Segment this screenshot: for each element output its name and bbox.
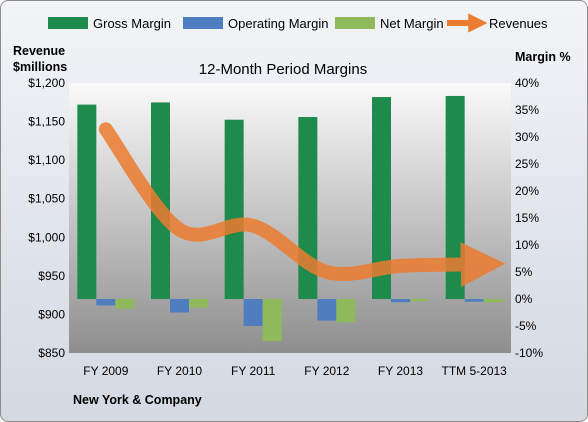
bar-gross-margin-1 [77,104,97,299]
category-label: FY 2011 [231,364,276,378]
left-axis-tick: $1,050 [28,192,65,206]
left-axis-tick: $1,150 [28,115,65,129]
left-axis-tick: $1,100 [28,153,65,167]
right-axis-tick: 40% [515,76,539,90]
left-axis-tick: $850 [38,346,65,360]
bar-net-margin-3 [262,299,282,342]
category-label: TTM 5-2013 [441,364,507,378]
right-axis-tick: 10% [515,238,539,252]
bar-operating-margin-3 [243,299,263,326]
left-axis-title-line1: Revenue [13,44,65,58]
bar-operating-margin-2 [170,299,189,313]
category-labels: FY 2009 FY 2010 FY 2011 FY 2012 FY 2013 TTM 5… [83,364,507,378]
right-axis-tick: -10% [515,346,543,360]
revenue-line [98,122,506,287]
bars-layer [77,95,503,342]
bar-net-margin-4 [336,299,356,323]
right-axis-tick: 0% [515,292,533,306]
left-axis-title-line2: $millions [13,60,67,74]
company-name: New York & Company [73,393,202,407]
chart-title: 12-Month Period Margins [199,61,367,78]
category-label: FY 2013 [378,364,423,378]
category-label: FY 2009 [83,364,128,378]
legend-label-revenues: Revenues [489,16,548,31]
legend-swatch-net-margin [335,17,375,29]
plot-area [69,83,511,353]
revenue-line-layer [98,122,506,287]
legend-swatch-operating-margin [183,17,223,29]
bar-net-margin-6 [483,299,503,303]
category-label: FY 2012 [304,364,349,378]
right-axis-tick: 20% [515,184,539,198]
legend-swatch-gross-margin [48,17,88,29]
bar-net-margin-5 [410,299,429,302]
right-axis-tick: 5% [515,265,533,279]
bar-net-margin-1 [115,299,135,309]
right-axis-tick: 15% [515,211,539,225]
left-axis-tick: $900 [38,307,65,321]
bar-gross-margin-6 [445,95,465,300]
legend: Gross Margin Operating Margin Net Margin… [48,13,548,33]
bar-operating-margin-6 [464,299,484,302]
right-axis-ticks: 40% 35% 30% 25% 20% 15% 10% 5% 0% -5% -10% [515,76,543,360]
category-label: FY 2010 [157,364,202,378]
right-axis-title: Margin % [515,50,571,64]
bar-net-margin-2 [189,299,208,308]
left-axis-tick: $950 [38,269,65,283]
left-axis-tick: $1,200 [28,76,65,90]
legend-label-net-margin: Net Margin [380,16,444,31]
left-axis-ticks: $1,200 $1,150 $1,100 $1,050 $1,000 $950 $900 $8… [28,76,65,360]
legend-label-gross-margin: Gross Margin [93,16,171,31]
bar-gross-margin-5 [372,97,391,299]
right-axis-tick: -5% [515,319,537,333]
right-axis-tick: 35% [515,103,539,117]
right-axis-tick: 25% [515,157,539,171]
left-axis-tick: $1,000 [28,230,65,244]
bar-operating-margin-5 [391,299,410,303]
bar-operating-margin-1 [96,299,116,306]
legend-label-operating-margin: Operating Margin [228,16,328,31]
bar-gross-margin-3 [224,119,244,299]
bar-operating-margin-4 [317,299,337,321]
right-axis-tick: 30% [515,130,539,144]
